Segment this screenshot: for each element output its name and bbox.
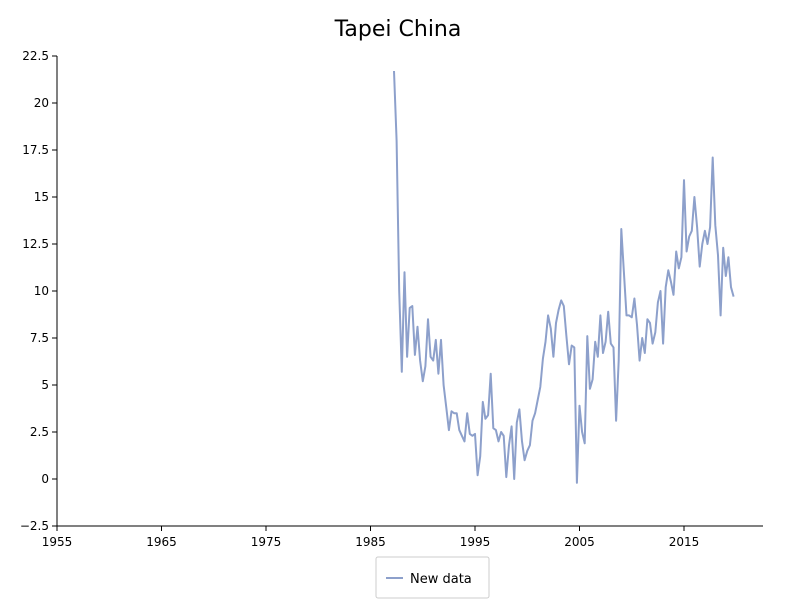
y-tick-label: 22.5 bbox=[22, 49, 49, 63]
y-ticks: −2.5 0 2.5 5 7.5 10 12.5 15 17.5 20 22.5 bbox=[20, 49, 57, 533]
x-tick-label: 1975 bbox=[251, 535, 282, 549]
y-tick-label: −2.5 bbox=[20, 519, 49, 533]
x-tick-label: 1955 bbox=[42, 535, 73, 549]
x-tick-label: 2015 bbox=[669, 535, 700, 549]
y-tick-label: 20 bbox=[34, 96, 49, 110]
x-tick-label: 2005 bbox=[564, 535, 595, 549]
y-tick-label: 7.5 bbox=[30, 331, 49, 345]
x-tick-label: 1995 bbox=[460, 535, 491, 549]
x-tick-label: 1985 bbox=[355, 535, 386, 549]
y-tick-label: 12.5 bbox=[22, 237, 49, 251]
legend-box bbox=[375, 556, 490, 599]
x-tick-label: 1965 bbox=[146, 535, 177, 549]
series-line-0 bbox=[393, 70, 735, 484]
x-ticks: 1955 1965 1975 1985 1995 2005 2015 bbox=[42, 526, 700, 549]
y-tick-label: 5 bbox=[41, 378, 49, 392]
y-tick-label: 15 bbox=[34, 190, 49, 204]
y-tick-label: 10 bbox=[34, 284, 49, 298]
chart-title: Tapei China bbox=[334, 17, 462, 42]
y-tick-label: 2.5 bbox=[30, 425, 49, 439]
series-layer bbox=[393, 70, 735, 484]
legend-label: New data bbox=[410, 572, 472, 587]
y-tick-label: 17.5 bbox=[22, 143, 49, 157]
y-tick-label: 0 bbox=[41, 472, 49, 486]
legend[interactable]: New data bbox=[375, 556, 490, 599]
